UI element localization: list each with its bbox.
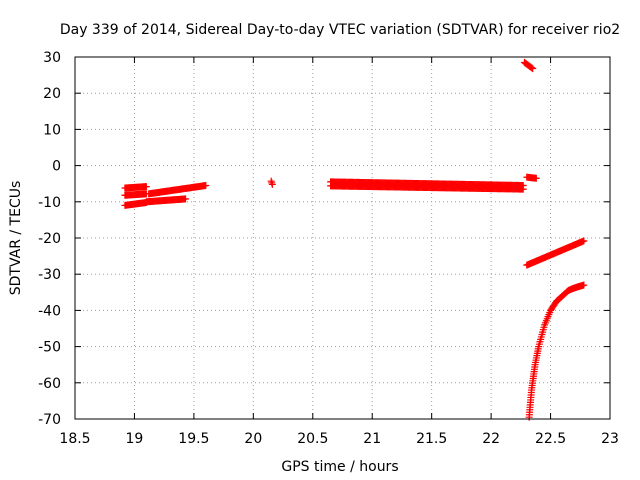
- x-axis-title: GPS time / hours: [281, 459, 398, 475]
- y-tick-label: -70: [38, 412, 61, 428]
- y-tick-label: -60: [38, 376, 61, 392]
- series-arc-1c: [145, 182, 210, 198]
- y-tick-label: -50: [38, 340, 61, 356]
- data-point: [532, 174, 540, 182]
- data-point: [142, 183, 150, 191]
- y-tick-labels: 30 20 10 0 -10 -20 -30 -40 -50 -60 -70: [38, 50, 61, 428]
- x-tick-label: 23: [601, 431, 619, 447]
- data-point: [182, 195, 190, 203]
- data-points: [121, 58, 588, 421]
- axis-ticks: [74, 56, 611, 420]
- grid: [74, 56, 611, 420]
- series-arc-5: [520, 58, 537, 73]
- x-tick-label: 18.5: [59, 431, 90, 447]
- series-arc-4b: [327, 182, 527, 193]
- x-tick-label: 21: [363, 431, 381, 447]
- data-point: [529, 65, 537, 73]
- y-tick-label: 10: [43, 122, 61, 138]
- series-arc-2b: [142, 195, 190, 206]
- y-axis-title: SDTVAR / TECUs: [8, 181, 24, 296]
- x-tick-labels: 18.5 19 19.5 20 20.5 21 21.5 22 22.5 23: [59, 431, 619, 447]
- series-arc-2a: [121, 199, 150, 209]
- data-point: [519, 185, 527, 193]
- y-tick-label: 0: [52, 159, 61, 175]
- y-tick-label: -30: [38, 267, 61, 283]
- x-tick-label: 20: [244, 431, 262, 447]
- series-arc-4a: [327, 178, 527, 190]
- data-point: [580, 237, 588, 245]
- y-tick-label: 20: [43, 86, 61, 102]
- series-arc-7: [523, 237, 588, 269]
- y-tick-label: -10: [38, 195, 61, 211]
- data-point: [580, 281, 588, 289]
- series-arc-6: [523, 173, 540, 182]
- data-point: [268, 180, 276, 188]
- x-tick-label: 20.5: [297, 431, 328, 447]
- series-arc-3: [267, 177, 276, 188]
- series-arc-8: [525, 281, 588, 421]
- y-tick-label: -20: [38, 231, 61, 247]
- series-arc-1b: [121, 190, 150, 199]
- x-tick-label: 19: [126, 431, 144, 447]
- x-tick-label: 22: [482, 431, 500, 447]
- x-tick-label: 19.5: [178, 431, 209, 447]
- y-tick-label: 30: [43, 50, 61, 66]
- chart-title: Day 339 of 2014, Sidereal Day-to-day VTE…: [60, 22, 620, 38]
- series-arc-1a: [121, 183, 150, 192]
- x-tick-label: 21.5: [416, 431, 447, 447]
- data-point: [202, 182, 210, 190]
- data-point: [528, 64, 536, 72]
- y-tick-label: -40: [38, 303, 61, 319]
- x-tick-label: 22.5: [535, 431, 566, 447]
